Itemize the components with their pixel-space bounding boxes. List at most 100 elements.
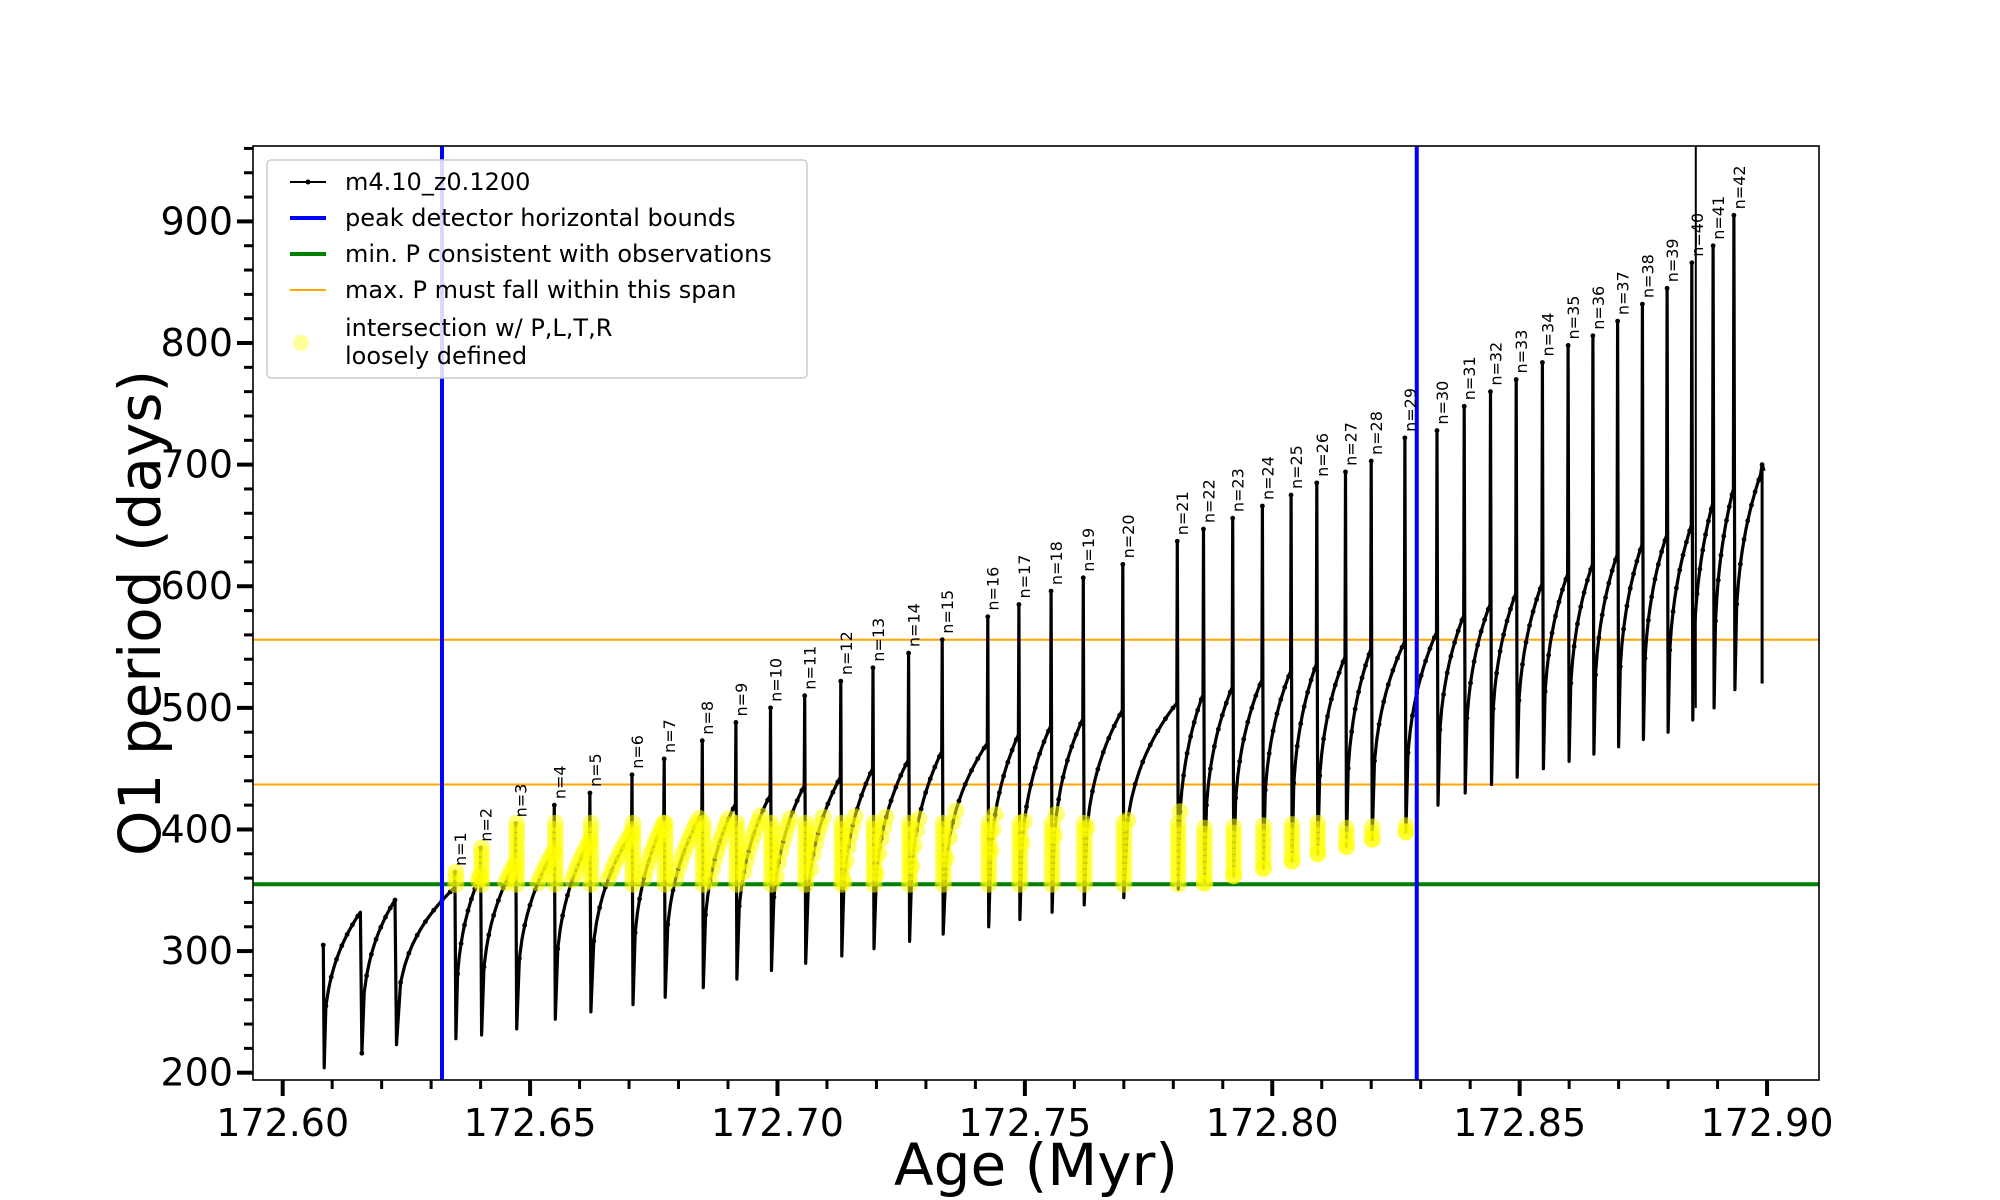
model-marker [1634,558,1640,564]
model-marker [867,771,873,776]
model-marker [1560,587,1565,593]
model-marker [1652,576,1658,582]
model-marker [1603,595,1608,600]
x-tick-label: 172.75 [958,1101,1091,1145]
model-marker [398,980,404,985]
model-marker [431,907,437,913]
model-marker [1405,750,1411,756]
model-marker [481,964,487,970]
model-marker [1637,547,1643,553]
intersection-marker [797,814,815,832]
model-marker [555,946,561,952]
model-marker [1298,721,1304,727]
pulse-label: n=3 [512,784,531,818]
model-marker [1749,502,1754,508]
model-marker [1680,552,1686,558]
model-marker [414,932,420,938]
model-marker [1427,646,1433,652]
legend-label: max. P must fall within this span [345,276,736,304]
model-marker [1041,739,1047,745]
model-marker [1241,736,1247,742]
model-marker [996,790,1002,796]
pulse-label: n=22 [1199,479,1218,523]
intersection-marker [947,802,965,820]
x-tick-label: 172.60 [216,1101,349,1145]
model-marker [1609,568,1615,574]
pulse-label: n=34 [1538,313,1557,357]
model-marker [1485,606,1491,612]
model-marker [1314,480,1320,486]
model-marker [1721,533,1727,539]
pulse-label: n=38 [1638,254,1657,298]
x-tick-label: 172.80 [1206,1101,1339,1145]
model-marker [1599,612,1605,618]
legend-label: intersection w/ P,L,T,R [345,314,612,342]
model-marker [355,913,361,919]
intersection-marker [1043,814,1061,832]
model-marker [1233,795,1239,801]
model-marker [1270,728,1276,734]
model-marker [835,779,841,785]
x-tick-label: 172.70 [711,1101,844,1145]
model-marker [1464,715,1470,721]
model-marker [825,801,831,807]
model-marker [1434,428,1440,433]
pulse-label: n=8 [698,701,717,735]
model-marker [863,781,869,787]
pulse-label: n=30 [1433,381,1452,425]
intersection-marker [934,814,952,832]
model-marker [1174,538,1180,544]
model-marker [423,919,428,925]
model-marker [1689,260,1695,266]
model-marker [1475,642,1480,648]
y-tick-label: 600 [160,564,233,608]
model-marker [1188,733,1194,739]
model-marker [486,932,492,938]
pulse-label: n=17 [1015,555,1034,599]
model-marker [344,932,350,937]
model-marker [1111,723,1117,729]
model-marker [1060,774,1066,780]
model-marker [1305,689,1311,695]
model-marker [637,896,642,902]
model-marker [1713,618,1718,624]
pulse-label: n=21 [1173,491,1192,535]
intersection-marker [763,814,781,832]
model-marker [1575,621,1580,627]
model-marker [1511,596,1517,601]
legend-swatch-dot [293,335,309,351]
pulse-label: n=41 [1709,196,1728,240]
model-marker [406,950,412,956]
model-marker [368,952,374,957]
model-marker [1664,285,1670,291]
x-axis-label: Age (Myr) [894,1131,1178,1199]
model-marker [1513,377,1519,382]
model-marker [1257,682,1263,688]
model-marker [1308,677,1314,683]
model-marker [1642,655,1648,661]
model-marker [898,773,904,778]
intersection-markers [447,802,1415,893]
model-marker [1731,212,1737,218]
y-tick-label: 400 [160,807,233,851]
model-marker [1606,580,1612,586]
intersection-marker [656,814,674,832]
model-marker [1230,515,1236,521]
pulse-label: n=39 [1663,238,1682,282]
model-marker [1321,736,1327,742]
intersection-marker [728,814,746,832]
model-marker [1549,630,1555,636]
model-marker [1184,750,1190,756]
model-marker [1312,666,1317,672]
model-marker [1697,566,1703,572]
model-marker [1132,781,1138,787]
pulse-label: n=23 [1229,468,1248,512]
model-marker [1490,706,1496,712]
model-marker [1328,696,1334,702]
pulse-label: n=42 [1730,165,1749,209]
model-marker [932,764,938,770]
model-marker [1752,489,1758,495]
model-marker [1359,675,1365,681]
model-marker [969,768,974,773]
